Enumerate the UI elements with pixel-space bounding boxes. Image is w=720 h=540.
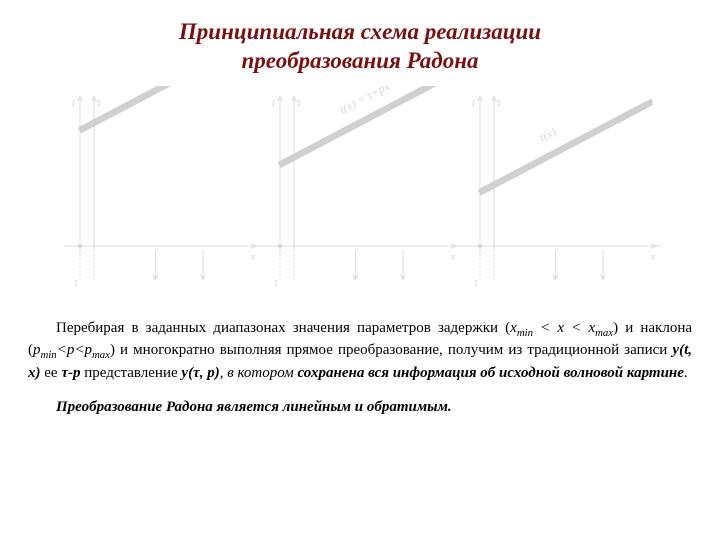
p1-tail3: представление <box>80 365 181 381</box>
paragraph-2: Преобразование Радона является линейным … <box>28 397 692 417</box>
svg-text:t: t <box>472 95 476 109</box>
title-line-1: Принципиальная схема реализации <box>179 19 541 44</box>
p1-tail2: ее <box>41 365 62 381</box>
diagram-container: tτxτ= τ+pxtτxτt(x) = τ+pxtτxτt(x) <box>28 86 692 296</box>
svg-text:τ: τ <box>274 275 279 289</box>
title-line-2: преобразования Радона <box>242 48 479 73</box>
radon-scheme-diagram: tτxτ= τ+pxtτxτt(x) = τ+pxtτxτt(x) <box>60 86 660 296</box>
p1-ytau: y(τ, p) <box>181 365 219 381</box>
svg-text:τ: τ <box>74 275 79 289</box>
svg-text:τ: τ <box>97 95 102 109</box>
p1-comma: , в котором <box>220 365 298 381</box>
svg-text:t: t <box>272 95 276 109</box>
p1-x-bounds: xmin < x < xmax <box>510 320 613 336</box>
svg-text:τ: τ <box>474 275 479 289</box>
paragraph-1: Перебирая в заданных диапазонах значения… <box>28 318 692 383</box>
p1-p-bounds: pmin<p<pmax <box>33 342 110 358</box>
svg-text:τ: τ <box>497 95 502 109</box>
p2-text: Преобразование Радона является линейным … <box>56 399 452 415</box>
svg-text:t(x): t(x) <box>537 124 558 144</box>
p1-tp: τ-p <box>61 365 80 381</box>
p1-lead: Перебирая в заданных диапазонах значения… <box>56 320 510 336</box>
svg-text:x: x <box>449 249 456 263</box>
svg-text:x: x <box>249 249 256 263</box>
p1-tail1: ) и многократно выполняя прямое преобраз… <box>110 342 672 358</box>
svg-text:t: t <box>72 95 76 109</box>
svg-text:τ: τ <box>297 95 302 109</box>
p1-emph: сохранена вся информация об исходной вол… <box>298 365 684 381</box>
svg-text:x: x <box>649 249 656 263</box>
page-title: Принципиальная схема реализации преобраз… <box>28 18 692 76</box>
p1-dot: . <box>684 365 688 381</box>
